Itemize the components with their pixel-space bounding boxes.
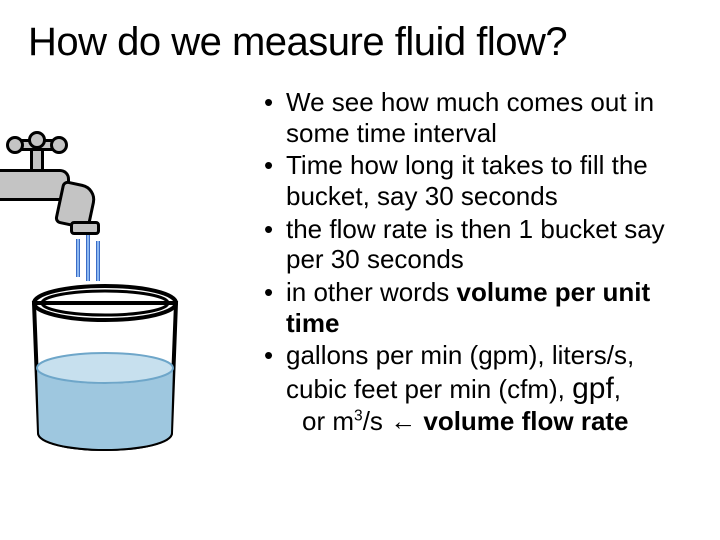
- water-drip-icon: [96, 241, 100, 281]
- faucet-icon: [0, 139, 120, 249]
- bucket-icon: [26, 283, 184, 453]
- illustration: [0, 83, 260, 443]
- bullet-list: We see how much comes out in some time i…: [260, 83, 700, 443]
- list-item: We see how much comes out in some time i…: [260, 87, 700, 148]
- list-item: the flow rate is then 1 bucket say per 3…: [260, 214, 700, 275]
- water-drip-icon: [86, 235, 90, 281]
- content-row: We see how much comes out in some time i…: [0, 65, 720, 443]
- water-drip-icon: [76, 239, 80, 277]
- list-item: gallons per min (gpm), liters/s, cubic f…: [260, 340, 700, 437]
- list-item: Time how long it takes to fill the bucke…: [260, 150, 700, 211]
- list-item: in other words volume per unit time: [260, 277, 700, 338]
- page-title: How do we measure fluid flow?: [0, 0, 720, 65]
